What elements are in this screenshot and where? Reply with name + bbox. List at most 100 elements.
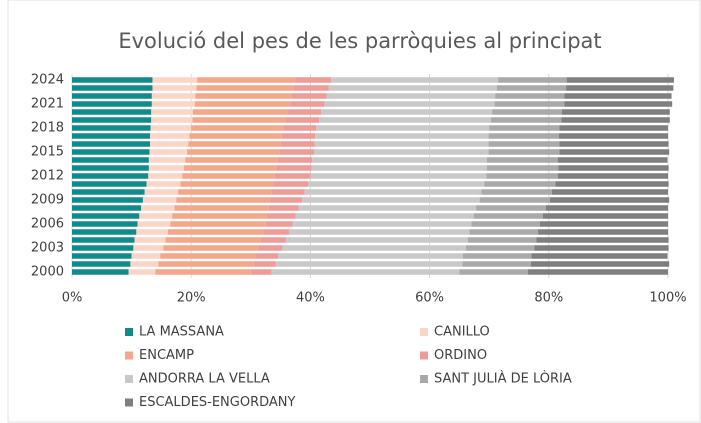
bar-segment (479, 197, 550, 203)
bar-segment (559, 141, 669, 147)
x-tick-label: 60% (415, 291, 444, 306)
x-tick-label: 100% (649, 291, 686, 306)
bar-segment (130, 261, 159, 267)
legend-swatch (420, 328, 428, 336)
bar-segment (182, 173, 275, 179)
bar-segment (527, 269, 668, 275)
bar-segment (268, 205, 299, 211)
bar-segment (149, 149, 188, 155)
bar-segment (72, 245, 134, 251)
bar-segment (549, 197, 670, 203)
bar-segment (72, 109, 152, 115)
bar-segment (266, 213, 296, 219)
bar-segment (542, 213, 668, 219)
bar-segment (534, 245, 669, 251)
y-tick-label: 2024 (31, 73, 64, 88)
bar-segment (192, 117, 286, 123)
bar-segment (331, 77, 499, 83)
bar-segment (288, 229, 470, 235)
bar-segment (167, 229, 264, 235)
bar-segment (469, 229, 539, 235)
legend-label: SANT JULIÀ DE LÒRIA (434, 371, 572, 387)
bar-segment (302, 197, 480, 203)
legend-label: ENCAMP (139, 348, 194, 363)
legend-label: LA MASSANA (139, 325, 224, 340)
bar-segment (270, 197, 303, 203)
bar-segment (291, 93, 327, 99)
legend-label: CANILLO (434, 325, 490, 340)
x-tick-label: 40% (296, 291, 325, 306)
bar-segment (271, 189, 305, 195)
bar-segment (72, 229, 137, 235)
bar-segment (176, 197, 271, 203)
bar-segment (134, 237, 166, 243)
bar-segment (72, 133, 151, 139)
bar-segment (295, 77, 332, 83)
legend-swatch (420, 351, 428, 360)
bar-segment (195, 93, 292, 99)
y-tick-label: 2003 (31, 241, 64, 256)
bar-segment (174, 205, 269, 211)
bar-segment (189, 133, 282, 139)
bar-segment (273, 181, 309, 187)
bar-segment (279, 149, 314, 155)
bar-segment (467, 237, 537, 243)
bar-segment (282, 245, 466, 251)
bar-segment (276, 165, 312, 171)
bar-segment (558, 165, 669, 171)
bar-segment (559, 125, 668, 131)
bar-segment (148, 173, 183, 179)
bar-segment (545, 205, 668, 211)
bar-segment (72, 261, 131, 267)
bar-segment (133, 245, 164, 251)
y-tick-label: 2012 (31, 169, 64, 184)
bar-segment (314, 141, 489, 147)
bar-segment (158, 261, 254, 267)
legend-label: ESCALDES-ENGORDANY (139, 395, 296, 410)
bar-segment (295, 213, 474, 219)
bar-segment (492, 109, 562, 115)
bar-segment (139, 213, 173, 219)
bar-segment (285, 237, 468, 243)
bar-segment (152, 85, 197, 91)
y-tick-label: 2006 (31, 217, 64, 232)
bar-segment (188, 141, 281, 147)
bar-segment (308, 181, 485, 187)
bar-segment (72, 181, 147, 187)
bar-segment (72, 253, 132, 259)
bar-segment (324, 101, 495, 107)
bar-segment (283, 125, 317, 131)
bar-segment (496, 85, 567, 91)
chart-title: Evolució del pes de les parròquies al pr… (118, 29, 601, 53)
bar-segment (557, 157, 668, 163)
bar-segment (165, 237, 261, 243)
bar-segment (488, 149, 560, 155)
bar-segment (72, 165, 149, 171)
bar-segment (462, 261, 531, 267)
bar-segment (539, 221, 668, 227)
bar-segment (192, 109, 288, 115)
bar-segment (319, 117, 491, 123)
bar-segment (321, 109, 493, 115)
bar-segment (72, 77, 153, 83)
bar-segment (151, 93, 196, 99)
bar-segment (72, 125, 151, 131)
bar-segment (72, 269, 129, 275)
chart-frame (7, 0, 701, 423)
bar-segment (494, 101, 565, 107)
bar-segment (271, 269, 460, 275)
bar-segment (265, 221, 293, 227)
bar-segment (280, 141, 315, 147)
bar-segment (564, 101, 673, 107)
bar-segment (187, 149, 280, 155)
bar-segment (163, 245, 259, 251)
bar-segment (131, 253, 161, 259)
bar-segment (293, 85, 329, 91)
bar-segment (495, 93, 565, 99)
bar-segment (484, 181, 556, 187)
bar-segment (72, 117, 152, 123)
bar-segment (72, 149, 150, 155)
bar-segment (128, 269, 156, 275)
bar-segment (150, 141, 189, 147)
bar-segment (263, 229, 289, 235)
